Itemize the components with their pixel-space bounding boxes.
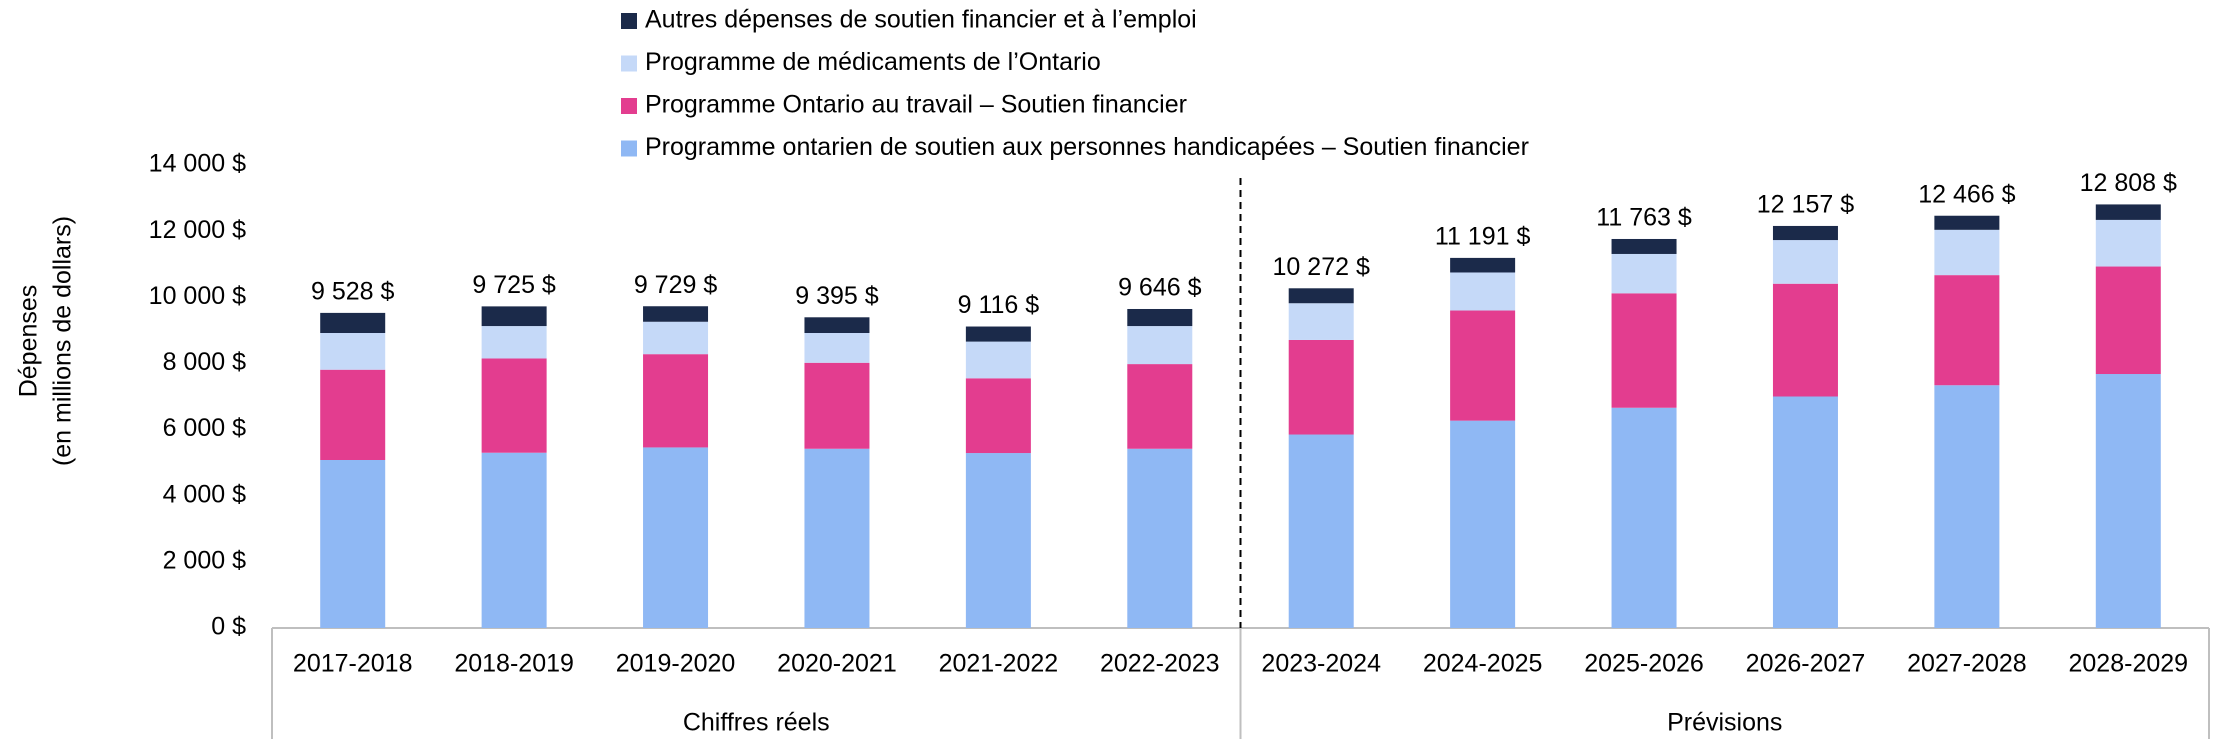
x-tick-label: 2021-2022 — [939, 650, 1059, 678]
legend-swatch — [621, 98, 637, 114]
bar-segment — [643, 354, 709, 448]
x-tick-label: 2024-2025 — [1423, 650, 1543, 678]
x-tick-label: 2028-2029 — [2069, 650, 2189, 678]
legend-label: Autres dépenses de soutien financier et … — [645, 6, 1197, 34]
legend-label: Programme de médicaments de l’Ontario — [645, 48, 1101, 76]
total-label: 9 116 $ — [958, 291, 1040, 319]
bar-segment — [1611, 253, 1677, 294]
y-tick-label: 12 000 $ — [149, 216, 246, 244]
y-tick-label: 14 000 $ — [149, 150, 246, 178]
bar-segment — [643, 447, 709, 628]
bar-segment — [1450, 257, 1516, 273]
bar-segment — [1450, 310, 1516, 421]
bar-segment — [1611, 238, 1677, 254]
bar-segment — [2095, 266, 2161, 375]
bar-segment — [643, 321, 709, 355]
legend-label: Programme ontarien de soutien aux person… — [645, 133, 1529, 161]
legend-swatch — [621, 55, 637, 72]
x-tick-label: 2017-2018 — [293, 650, 413, 678]
bar-segment — [1288, 339, 1354, 435]
bar-segment — [1934, 385, 2000, 628]
total-label: 9 646 $ — [1118, 274, 1202, 302]
bar-segment — [320, 312, 386, 334]
y-tick-label: 10 000 $ — [149, 282, 246, 310]
bar-segment — [320, 369, 386, 460]
total-label: 9 528 $ — [311, 278, 395, 306]
group-label: Prévisions — [1667, 709, 1782, 737]
bar-segment — [1450, 272, 1516, 311]
total-label: 11 191 $ — [1435, 223, 1531, 251]
bar-segment — [965, 341, 1031, 379]
bar-segment — [320, 333, 386, 370]
x-tick-label: 2026-2027 — [1746, 650, 1866, 678]
bar-segment — [1611, 407, 1677, 628]
bar-segment — [965, 453, 1031, 628]
total-label: 12 808 $ — [2080, 169, 2177, 197]
bar-segment — [1127, 448, 1193, 628]
legend-swatch — [621, 140, 637, 157]
total-label: 12 466 $ — [1918, 180, 2015, 208]
y-tick-label: 2 000 $ — [163, 546, 247, 574]
y-tick-label: 4 000 $ — [163, 480, 247, 508]
bar-segment — [965, 378, 1031, 454]
bar-segment — [804, 362, 870, 449]
bar-segment — [643, 306, 709, 322]
total-label: 9 395 $ — [795, 282, 879, 310]
legend-swatch — [621, 13, 637, 29]
y-tick-label: 6 000 $ — [163, 414, 247, 442]
total-label: 9 729 $ — [634, 271, 718, 299]
bar-segment — [965, 326, 1031, 342]
bar-segment — [1934, 275, 2000, 386]
bar-segment — [1288, 434, 1354, 628]
x-tick-label: 2022-2023 — [1100, 650, 1220, 678]
bar-segment — [481, 358, 547, 453]
x-tick-label: 2027-2028 — [1907, 650, 2027, 678]
y-tick-label: 8 000 $ — [163, 348, 247, 376]
bar-segment — [1772, 240, 1838, 284]
bar-segment — [320, 459, 386, 628]
bar-segment — [804, 333, 870, 363]
bar-segment — [804, 448, 870, 628]
total-label: 12 157 $ — [1757, 191, 1854, 219]
bar-segment — [2095, 374, 2161, 628]
bar-segment — [1934, 215, 2000, 230]
bar-segment — [1772, 225, 1838, 241]
group-label: Chiffres réels — [683, 709, 830, 737]
bar-segment — [1934, 229, 2000, 276]
bar-segment — [1611, 293, 1677, 408]
x-tick-label: 2019-2020 — [616, 650, 736, 678]
bar-segment — [481, 452, 547, 628]
bar-segment — [1288, 288, 1354, 304]
y-tick-label: 0 $ — [211, 613, 246, 641]
x-tick-label: 2020-2021 — [777, 650, 897, 678]
bar-segment — [481, 306, 547, 327]
x-tick-label: 2023-2024 — [1261, 650, 1381, 678]
bar-segment — [804, 317, 870, 334]
total-label: 10 272 $ — [1273, 253, 1370, 281]
bar-segment — [1288, 303, 1354, 340]
bar-segment — [1127, 364, 1193, 449]
bar-segment — [1127, 308, 1193, 327]
bar-segment — [2095, 204, 2161, 220]
total-label: 9 725 $ — [472, 271, 556, 299]
bar-segment — [1450, 420, 1516, 628]
x-tick-label: 2018-2019 — [454, 650, 574, 678]
y-axis-label: Dépenses — [15, 285, 43, 398]
bar-segment — [1772, 283, 1838, 397]
y-axis-label: (en millions de dollars) — [49, 216, 77, 466]
bar-segment — [1127, 326, 1193, 365]
bar-segment — [481, 326, 547, 359]
total-label: 11 763 $ — [1596, 204, 1692, 232]
bar-segment — [1772, 396, 1838, 628]
bar-segment — [2095, 219, 2161, 267]
x-tick-label: 2025-2026 — [1584, 650, 1704, 678]
legend-label: Programme Ontario au travail – Soutien f… — [645, 91, 1187, 119]
